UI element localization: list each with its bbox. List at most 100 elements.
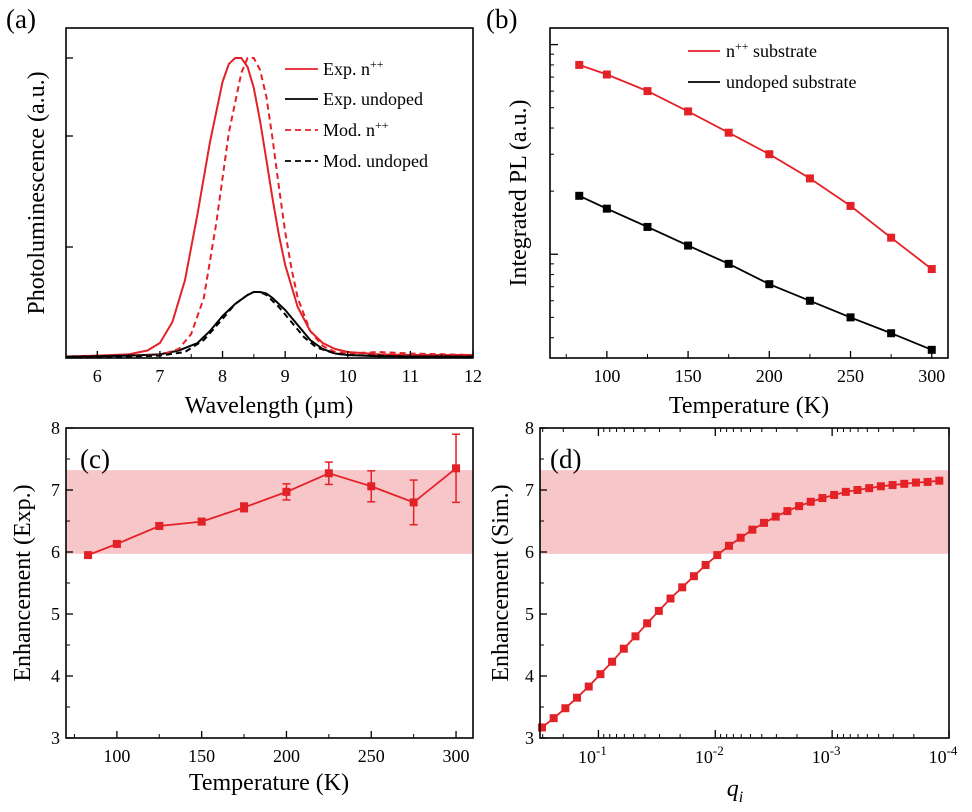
panel-a-ylabel: Photoluminescence (a.u.)	[24, 71, 50, 314]
panel-c-ytick-label-4: 7	[51, 480, 60, 500]
panel-c-point-5	[282, 487, 291, 496]
panel-d-point-0	[537, 723, 546, 732]
panel-d-point-25	[830, 490, 839, 499]
panel-d-point-13	[689, 572, 698, 581]
panel-d-ytick-label-0: 3	[525, 728, 534, 748]
panel-d-point-24	[818, 494, 827, 503]
panel-c-xtick-label-1: 150	[188, 746, 215, 766]
panel-d-point-29	[876, 482, 885, 491]
panel-b-point-1-6	[805, 296, 814, 305]
panel-c-point-2	[155, 521, 164, 530]
panel-b-point-1-0	[575, 191, 584, 200]
panel-c-ytick-label-5: 8	[51, 418, 60, 438]
panel-d-ytick-label-3: 6	[525, 542, 534, 562]
panel-b-series-1	[578, 194, 933, 351]
panel-d-point-17	[736, 533, 745, 542]
panel-b-xtick-label-0: 100	[593, 366, 620, 386]
panel-b-point-1-2	[643, 222, 652, 231]
panel-d-point-31	[900, 479, 909, 488]
panel-a-xtick-label-2: 8	[218, 366, 227, 386]
panel-b-point-1-9	[927, 345, 936, 354]
panel-d-ytick-label-4: 7	[525, 480, 534, 500]
panel-d-point-4	[584, 682, 593, 691]
panel-b-point-0-2	[643, 87, 652, 96]
panel-d-point-2	[561, 704, 570, 713]
panel-d-xtick-label-1: 10-2	[695, 743, 724, 767]
panel-d-point-3	[573, 693, 582, 702]
panel-b-point-1-4	[724, 259, 733, 268]
panel-a-series-2	[66, 57, 474, 358]
panel-d-xtick-exp-1: -2	[713, 743, 724, 758]
panel-d-label: (d)	[550, 444, 581, 474]
panel-c-ytick-label-3: 6	[51, 542, 60, 562]
panel-c-curves	[84, 433, 461, 560]
panel-d-point-19	[760, 518, 769, 527]
panel-d-curves	[537, 476, 944, 732]
panel-d-ylabel: Enhancement (Sim.)	[488, 484, 514, 681]
panel-d-point-10	[654, 606, 663, 615]
legend-item-n-substrate: n++ substrate	[688, 39, 817, 61]
panel-b-xtick-label-3: 250	[837, 366, 864, 386]
panel-a-xtick-label-4: 10	[339, 366, 357, 386]
panel-a-frame	[65, 27, 474, 359]
panel-c-band	[66, 470, 473, 554]
panel-a-legend: Exp. n++ Exp. undoped Mod. n++ Mod. undo…	[285, 57, 428, 171]
panel-b-frame	[549, 27, 949, 359]
panel-d-point-34	[935, 476, 944, 485]
panel-d-point-14	[701, 561, 710, 570]
panel-a: 6 7 8 9 10 11 12 (a) Wavelength (µm) Photolumi…	[6, 4, 482, 419]
panel-a-series-0	[65, 57, 473, 358]
panel-d-ytick-label-2: 5	[525, 604, 534, 624]
panel-d-point-27	[853, 486, 862, 494]
panel-d-xtick-label-2: 10-3	[812, 743, 841, 767]
panel-b-point-1-3	[684, 241, 693, 250]
panel-b-point-0-1	[602, 70, 611, 79]
panel-a-xtick-label-5: 11	[402, 366, 419, 386]
panel-a-xtick-label-1: 7	[155, 366, 164, 386]
panel-a-curves	[65, 57, 474, 358]
legend-item-mod-n: Mod. n++	[285, 118, 389, 140]
panel-c-point-9	[452, 464, 461, 473]
panel-d-point-26	[841, 487, 850, 496]
panel-c-ytick-label-0: 3	[51, 728, 60, 748]
panel-b-point-1-1	[602, 204, 611, 213]
legend-item-undoped-substrate: undoped substrate	[688, 72, 856, 92]
panel-b-series-0	[578, 64, 933, 270]
panel-b-point-0-9	[927, 265, 936, 274]
legend-item-exp-n: Exp. n++	[285, 57, 384, 79]
panel-b-point-0-3	[684, 107, 693, 116]
panel-d-point-20	[771, 512, 780, 521]
panel-b-legend: n++ substrate undoped substrate	[688, 39, 856, 92]
panel-d-point-1	[549, 714, 558, 723]
panel-d-point-33	[923, 477, 932, 486]
panel-b-xlabel: Temperature (K)	[669, 393, 829, 419]
legend-text-n-substrate: n++ substrate	[726, 39, 817, 61]
panel-a-xlabel: Wavelength (µm)	[185, 393, 354, 419]
panel-a-xtick-label-3: 9	[281, 366, 290, 386]
legend-text-mod-n: Mod. n++	[323, 118, 389, 140]
panel-d-xlabel: qi	[727, 776, 743, 806]
panel-b-curves	[575, 60, 936, 354]
panel-a-label: (a)	[6, 4, 36, 34]
panel-d-point-7	[619, 644, 628, 653]
panel-c-xtick-label-0: 100	[103, 746, 130, 766]
panel-d-point-23	[806, 497, 815, 506]
panel-c-ylabel: Enhancement (Exp.)	[10, 484, 36, 681]
panel-a-series-3	[65, 291, 473, 358]
panel-d-point-16	[724, 541, 733, 550]
legend-text-exp-undoped: Exp. undoped	[323, 89, 423, 109]
panel-b-ylabel: Integrated PL (a.u.)	[506, 99, 532, 286]
panel-c-ticks: 100 150 200 250 300 3 4 5 6 7 8	[51, 418, 470, 766]
panel-c-point-6	[324, 469, 333, 478]
legend-text-mod-undoped: Mod. undoped	[323, 151, 428, 171]
panel-b-xtick-label-1: 150	[675, 366, 702, 386]
panel-d-xtick-exp-2: -3	[830, 743, 841, 758]
panel-a-xtick-label-0: 6	[93, 366, 102, 386]
panel-c-ytick-label-1: 4	[51, 666, 60, 686]
panel-c-point-1	[112, 539, 121, 548]
panel-b-xtick-label-4: 300	[918, 366, 945, 386]
panel-d-point-9	[643, 619, 652, 628]
panel-d-point-5	[596, 670, 605, 679]
panel-b-point-1-8	[887, 329, 896, 338]
panel-d-point-18	[748, 525, 757, 534]
